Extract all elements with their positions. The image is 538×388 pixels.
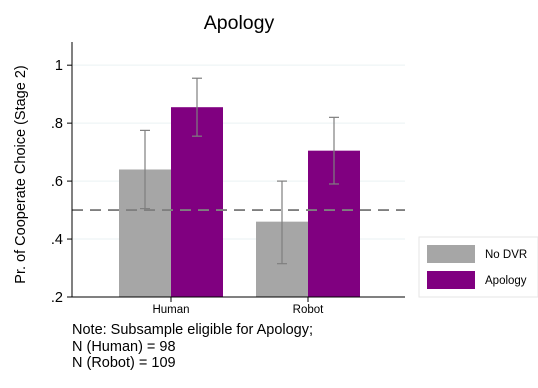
- note-line-2: N (Human) = 98: [72, 338, 176, 355]
- y-tick-label: .8: [51, 116, 63, 132]
- y-axis-label: Pr. of Cooperate Choice (Stage 2): [13, 65, 29, 283]
- note: Note: Subsample eligible for Apology; N …: [72, 322, 313, 372]
- legend-label-no-dvr: No DVR: [485, 249, 527, 261]
- legend-swatch-no-dvr: [427, 245, 475, 263]
- legend-swatch-apology: [427, 271, 475, 289]
- y-tick-label: .6: [51, 174, 63, 190]
- x-tick-label: Robot: [293, 304, 324, 316]
- x-tick-label: Human: [152, 304, 189, 316]
- y-tick-label: .4: [51, 232, 63, 248]
- note-line-3: N (Robot) = 109: [72, 355, 176, 371]
- legend-label-apology: Apology: [485, 275, 527, 287]
- y-tick-label: .2: [51, 290, 63, 306]
- y-tick-label: 1: [55, 58, 63, 74]
- note-line-1: Note: Subsample eligible for Apology;: [72, 322, 314, 338]
- bar-apology-human: [171, 107, 223, 298]
- chart-title: Apology: [204, 12, 275, 34]
